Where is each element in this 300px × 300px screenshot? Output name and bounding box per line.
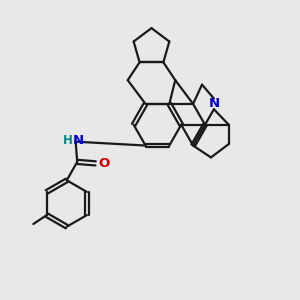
Text: N: N [73,134,84,147]
Text: N: N [208,98,220,110]
Text: O: O [98,157,109,170]
Text: H: H [62,134,72,147]
